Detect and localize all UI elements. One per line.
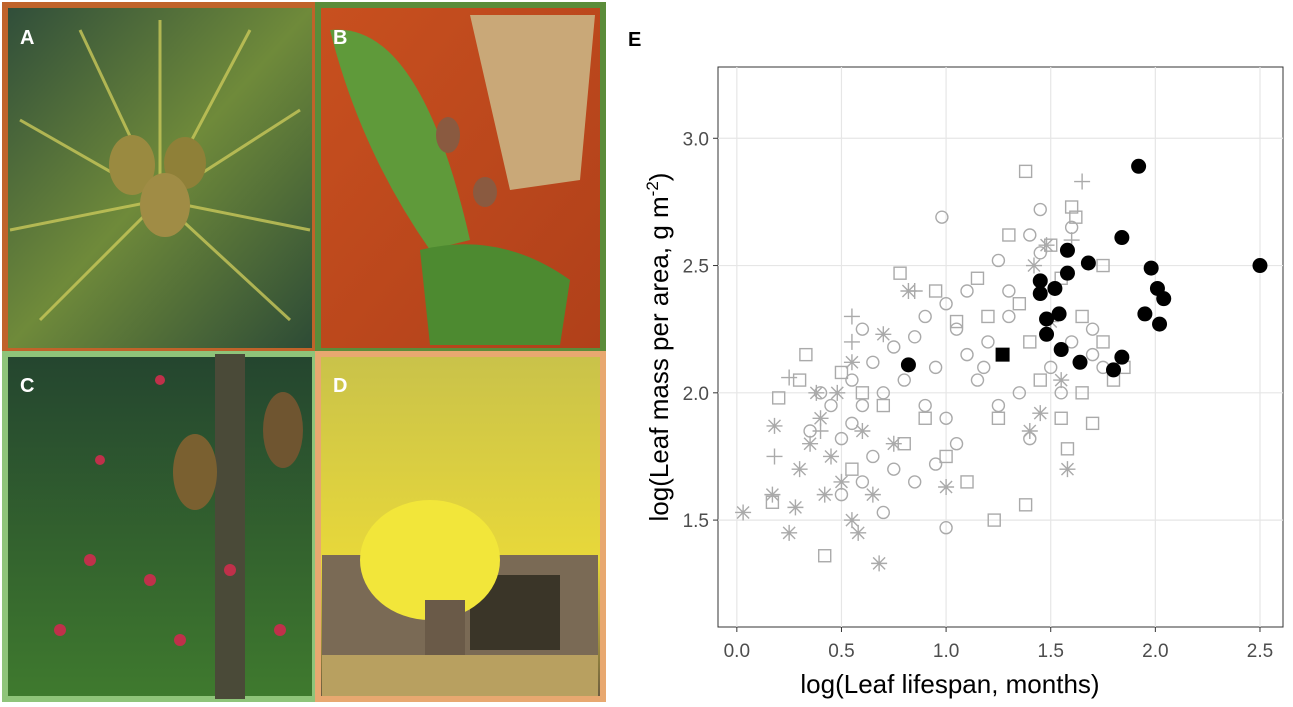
point: [1081, 256, 1096, 271]
photo-b: [318, 5, 603, 351]
point: [871, 555, 887, 571]
photo-a: [5, 5, 315, 351]
y-axis-title-sup: -2: [643, 181, 662, 196]
x-tick-label: 2.0: [1142, 641, 1168, 662]
point: [829, 385, 845, 401]
panel-label: B: [333, 27, 347, 49]
point: [1114, 350, 1129, 365]
point: [865, 487, 881, 503]
panel-label: A: [20, 27, 34, 49]
point: [1137, 306, 1152, 321]
point: [792, 461, 808, 477]
x-axis-title: log(Leaf lifespan, months): [800, 669, 1099, 699]
point: [1156, 291, 1171, 306]
photo-d: [318, 354, 603, 699]
point: [875, 326, 891, 342]
point: [850, 525, 866, 541]
panel-label: E: [628, 29, 641, 51]
point: [1060, 266, 1075, 281]
panel-label: D: [333, 375, 347, 397]
x-tick-label: 1.5: [1038, 641, 1064, 662]
point: [1060, 243, 1075, 258]
point: [781, 525, 797, 541]
point: [1032, 405, 1048, 421]
point: [1114, 230, 1129, 245]
y-axis-title-end: ): [644, 173, 674, 182]
point: [844, 354, 860, 370]
point: [1073, 355, 1088, 370]
point: [1252, 258, 1267, 273]
x-tick-label: 0.0: [724, 641, 750, 662]
point: [1152, 317, 1167, 332]
point: [996, 348, 1010, 362]
figure: A B C D E log(Leaf lifespan, months) log…: [0, 0, 1293, 702]
x-tick-label: 0.5: [828, 641, 854, 662]
point: [1059, 461, 1075, 477]
point: [1054, 342, 1069, 357]
point: [1144, 261, 1159, 276]
point: [1026, 258, 1042, 274]
point: [808, 385, 824, 401]
point: [823, 448, 839, 464]
point: [1052, 306, 1067, 321]
point: [764, 487, 780, 503]
y-axis-title: log(Leaf mass per area, g m-2): [643, 173, 674, 522]
photo-c: [5, 354, 315, 699]
point: [938, 479, 954, 495]
plot-area: [718, 67, 1283, 627]
point: [886, 436, 902, 452]
point: [1033, 286, 1048, 301]
point: [1053, 372, 1069, 388]
y-tick-label: 2.0: [683, 384, 709, 405]
y-axis-title-text: log(Leaf mass per area, g m: [644, 196, 674, 521]
y-tick-label: 1.5: [683, 511, 709, 532]
point: [767, 418, 783, 434]
point: [735, 504, 751, 520]
point: [1047, 281, 1062, 296]
point: [901, 357, 916, 372]
point: [787, 499, 803, 515]
point: [1131, 159, 1146, 174]
panel-label: C: [20, 375, 34, 397]
point: [802, 436, 818, 452]
point: [1039, 327, 1054, 342]
y-tick-label: 3.0: [683, 129, 709, 150]
point: [1039, 237, 1055, 253]
x-tick-label: 1.0: [933, 641, 959, 662]
point: [833, 474, 849, 490]
x-tick-label: 2.5: [1247, 641, 1273, 662]
point: [1022, 423, 1038, 439]
point: [854, 423, 870, 439]
point: [817, 487, 833, 503]
y-tick-label: 2.5: [683, 257, 709, 278]
point: [1106, 362, 1121, 377]
